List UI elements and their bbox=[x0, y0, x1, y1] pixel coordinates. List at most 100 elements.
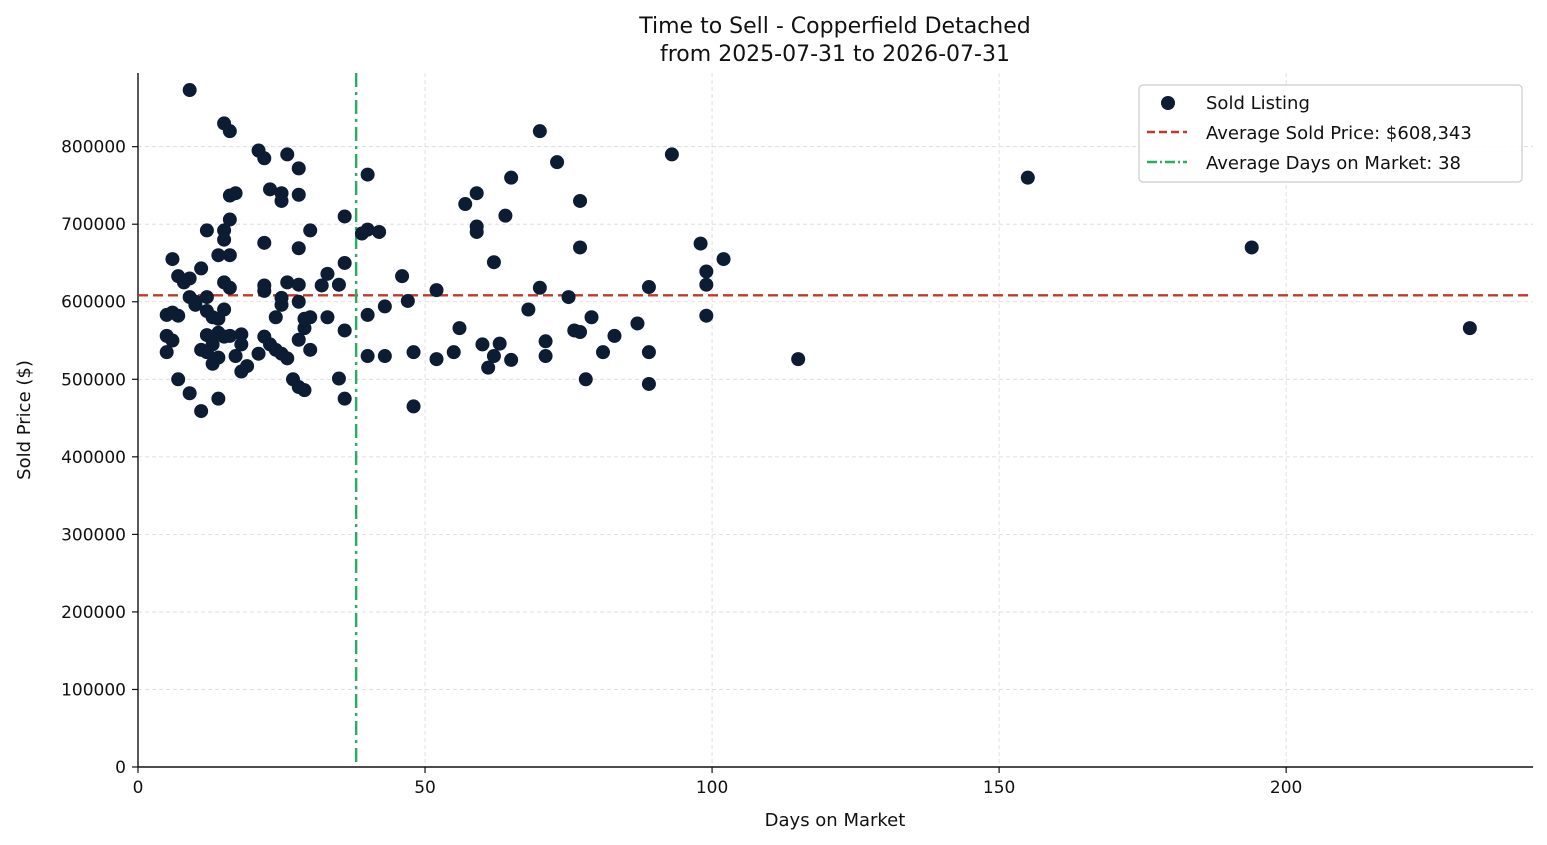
data-point bbox=[165, 333, 180, 348]
data-point bbox=[337, 209, 352, 224]
data-point bbox=[429, 283, 444, 298]
data-point bbox=[452, 321, 467, 336]
data-point bbox=[263, 182, 278, 197]
data-point bbox=[550, 155, 565, 170]
data-point bbox=[532, 124, 547, 139]
data-point bbox=[222, 212, 237, 227]
data-point bbox=[584, 310, 599, 325]
data-point bbox=[429, 352, 444, 367]
data-point bbox=[303, 310, 318, 325]
data-point bbox=[194, 404, 209, 419]
data-point bbox=[199, 223, 214, 238]
y-axis-label: Sold Price ($) bbox=[14, 360, 35, 480]
y-tick-label: 0 bbox=[115, 758, 126, 778]
data-point bbox=[446, 345, 461, 360]
data-point bbox=[699, 264, 714, 279]
data-point bbox=[217, 302, 232, 317]
data-point bbox=[222, 328, 237, 343]
data-point bbox=[171, 308, 186, 323]
data-point bbox=[573, 193, 588, 208]
data-point bbox=[280, 275, 295, 290]
data-point bbox=[360, 222, 375, 237]
data-point bbox=[791, 352, 806, 367]
data-point bbox=[211, 350, 226, 365]
data-point bbox=[257, 235, 272, 250]
data-point bbox=[406, 399, 421, 414]
data-point bbox=[475, 337, 490, 352]
data-point bbox=[377, 349, 392, 364]
y-tick-label: 200000 bbox=[61, 603, 126, 623]
axis-ticks: 0 50 100 150 200 0 100000 200000 300000 400000 500… bbox=[61, 138, 1302, 798]
data-point bbox=[469, 224, 484, 239]
legend-box bbox=[1138, 84, 1523, 183]
data-point bbox=[372, 224, 387, 239]
data-point bbox=[268, 310, 283, 325]
data-point bbox=[331, 277, 346, 292]
data-point bbox=[504, 170, 519, 185]
data-point bbox=[337, 255, 352, 270]
y-tick-label: 300000 bbox=[61, 525, 126, 545]
data-point bbox=[251, 346, 266, 361]
data-point bbox=[171, 372, 186, 387]
data-point bbox=[596, 345, 610, 360]
data-point bbox=[291, 294, 306, 309]
grid bbox=[138, 73, 1533, 767]
data-point bbox=[303, 223, 318, 238]
data-point bbox=[303, 342, 318, 357]
data-point bbox=[211, 248, 226, 263]
data-point bbox=[188, 297, 203, 312]
data-point bbox=[182, 386, 197, 401]
data-point bbox=[360, 167, 375, 182]
data-points bbox=[159, 83, 1477, 419]
data-point bbox=[280, 351, 295, 366]
data-point bbox=[641, 345, 656, 360]
data-point bbox=[314, 278, 329, 293]
data-point bbox=[538, 334, 553, 349]
data-point bbox=[199, 345, 214, 360]
data-point bbox=[280, 147, 295, 162]
data-point bbox=[607, 328, 622, 343]
data-point bbox=[532, 280, 547, 295]
y-tick-label: 100000 bbox=[61, 680, 126, 700]
y-tick-label: 500000 bbox=[61, 370, 126, 390]
data-point bbox=[211, 391, 226, 406]
legend-label-sold-listing: Sold Listing bbox=[1206, 93, 1310, 114]
data-point bbox=[1244, 240, 1259, 255]
data-point bbox=[641, 280, 656, 295]
legend: Sold Listing Average Sold Price: $608,34… bbox=[1138, 84, 1523, 183]
data-point bbox=[291, 187, 306, 202]
legend-marker-sold-listing bbox=[1161, 96, 1175, 110]
data-point bbox=[716, 252, 731, 267]
data-point bbox=[360, 349, 375, 364]
chart-title: Time to Sell - Copperfield Detached bbox=[638, 14, 1030, 39]
data-point bbox=[320, 310, 335, 325]
data-point bbox=[291, 241, 306, 256]
data-point bbox=[664, 147, 679, 162]
data-point bbox=[395, 269, 410, 284]
chart-subtitle: from 2025-07-31 to 2026-07-31 bbox=[660, 42, 1010, 67]
data-point bbox=[228, 349, 243, 364]
data-point bbox=[337, 323, 352, 338]
data-point bbox=[1020, 170, 1035, 185]
data-point bbox=[573, 240, 588, 255]
data-point bbox=[573, 324, 588, 339]
data-point bbox=[458, 197, 473, 212]
x-tick-label: 200 bbox=[1270, 778, 1302, 798]
data-point bbox=[165, 252, 180, 267]
data-point bbox=[320, 266, 335, 281]
data-point bbox=[561, 290, 576, 305]
data-point bbox=[222, 124, 237, 139]
x-tick-label: 100 bbox=[696, 778, 728, 798]
data-point bbox=[699, 277, 714, 292]
legend-label-average-price: Average Sold Price: $608,343 bbox=[1206, 123, 1472, 144]
data-point bbox=[492, 336, 507, 351]
data-point bbox=[240, 359, 255, 374]
y-tick-label: 800000 bbox=[61, 138, 126, 158]
data-point bbox=[291, 161, 306, 176]
data-point bbox=[469, 186, 484, 201]
legend-label-average-days: Average Days on Market: 38 bbox=[1206, 153, 1461, 174]
data-point bbox=[400, 293, 415, 308]
data-point bbox=[222, 248, 237, 263]
data-point bbox=[1462, 321, 1477, 336]
